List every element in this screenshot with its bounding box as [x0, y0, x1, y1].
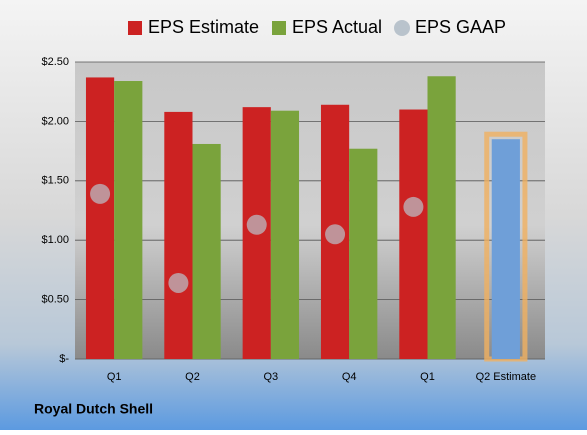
gaap-marker — [168, 272, 189, 293]
bar — [399, 109, 428, 360]
gaap-marker — [246, 214, 267, 235]
y-tick-label: $0.50 — [41, 294, 69, 306]
x-tick-label: Q2 Estimate — [476, 371, 537, 383]
bar — [192, 143, 221, 359]
bar — [349, 148, 378, 359]
x-tick-label: Q2 — [185, 371, 200, 383]
y-tick-label: $2.50 — [41, 56, 69, 68]
y-tick-label: $2.00 — [41, 115, 69, 127]
bar — [491, 139, 520, 359]
legend-label: EPS Actual — [292, 17, 382, 37]
gaap-marker — [325, 224, 346, 245]
x-tick-label: Q1 — [420, 371, 435, 383]
legend-label: EPS Estimate — [148, 17, 259, 37]
plot-area — [75, 62, 545, 359]
x-tick-label: Q3 — [263, 371, 278, 383]
legend-marker — [272, 21, 286, 35]
y-tick-label: $1.00 — [41, 234, 69, 246]
bar — [114, 81, 143, 360]
y-tick-label: $1.50 — [41, 175, 69, 187]
y-tick-label: $- — [59, 353, 69, 365]
gaap-marker — [90, 183, 111, 204]
bar — [270, 110, 300, 359]
x-tick-label: Q4 — [342, 371, 357, 383]
x-tick-label: Q1 — [107, 371, 122, 383]
bar — [164, 111, 193, 359]
legend-marker — [128, 21, 142, 35]
gaap-marker — [403, 196, 424, 217]
bar — [427, 76, 456, 360]
chart-title: Royal Dutch Shell — [34, 401, 153, 417]
bar — [85, 77, 115, 359]
legend-marker — [394, 20, 410, 36]
legend-label: EPS GAAP — [415, 17, 506, 37]
